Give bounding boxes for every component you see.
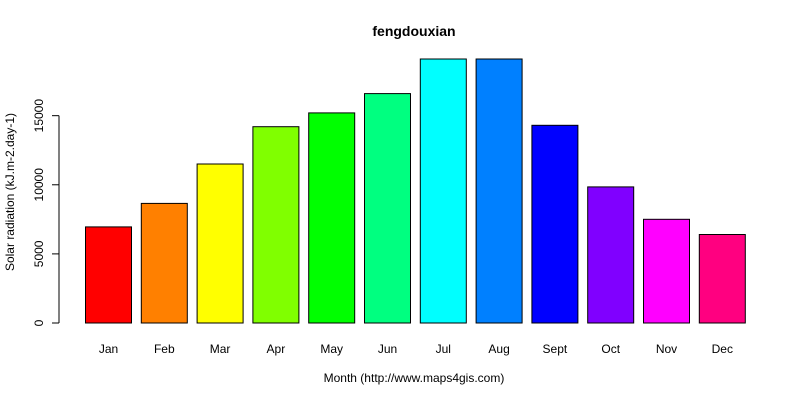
bar-jan bbox=[85, 226, 132, 324]
x-tick-label-jan: Jan bbox=[99, 342, 118, 356]
bar-jun bbox=[364, 93, 411, 324]
bar-mar bbox=[196, 163, 244, 324]
x-tick-label-aug: Aug bbox=[488, 342, 509, 356]
bar-sept bbox=[531, 124, 579, 324]
bar-apr bbox=[252, 126, 300, 324]
chart-title: fengdouxian bbox=[372, 23, 455, 39]
bar-oct bbox=[587, 186, 635, 324]
bars-group bbox=[85, 58, 746, 324]
x-tick-label-jul: Jul bbox=[436, 342, 451, 356]
y-tick-label-5000: 5000 bbox=[32, 240, 46, 267]
x-tick-label-mar: Mar bbox=[210, 342, 231, 356]
bar-dec bbox=[698, 234, 746, 324]
x-tick-label-apr: Apr bbox=[267, 342, 286, 356]
y-tick-label-15000: 15000 bbox=[32, 99, 46, 133]
bar-nov bbox=[643, 218, 690, 324]
y-axis: 0 5000 10000 15000 bbox=[32, 99, 60, 326]
x-tick-labels: Jan Feb Mar Apr May Jun Jul Aug Sept Oct Nov Dec bbox=[99, 342, 733, 356]
bar-aug bbox=[475, 58, 523, 324]
x-axis-label: Month (http://www.maps4gis.com) bbox=[324, 371, 505, 385]
bar-jul bbox=[419, 58, 467, 324]
x-tick-label-sept: Sept bbox=[543, 342, 568, 356]
x-tick-label-nov: Nov bbox=[656, 342, 677, 356]
x-tick-label-dec: Dec bbox=[712, 342, 733, 356]
y-tick-label-10000: 10000 bbox=[32, 168, 46, 202]
x-tick-label-oct: Oct bbox=[601, 342, 620, 356]
y-axis-label: Solar radiation (kJ.m-2.day-1) bbox=[3, 113, 17, 271]
bar-may bbox=[308, 112, 356, 324]
x-tick-label-jun: Jun bbox=[378, 342, 397, 356]
bar-feb bbox=[140, 202, 188, 324]
y-tick-label-0: 0 bbox=[32, 319, 46, 326]
x-tick-label-may: May bbox=[320, 342, 343, 356]
x-tick-label-feb: Feb bbox=[154, 342, 175, 356]
